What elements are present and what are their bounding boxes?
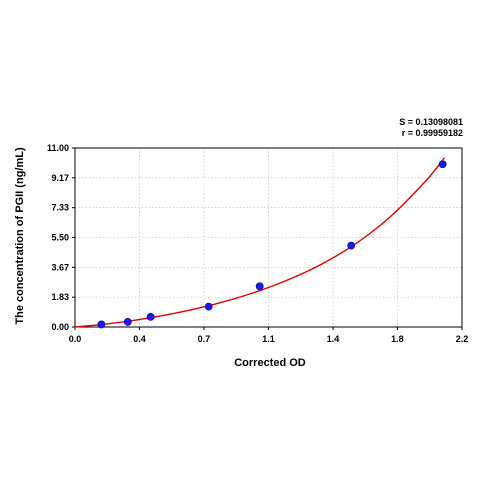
y-axis-title: The concentration of PGII (ng/mL) [14, 147, 26, 325]
grid-lines [75, 148, 462, 327]
x-tick-label: 2.2 [456, 334, 469, 344]
y-tick-label: 3.67 [51, 262, 69, 272]
y-tick-label: 9.17 [51, 173, 69, 183]
data-point [146, 312, 155, 321]
x-tick-label: 1.8 [391, 334, 404, 344]
data-points [97, 160, 447, 329]
y-tick-label: 0.00 [51, 322, 69, 332]
y-tick-label: 11.00 [47, 143, 69, 153]
y-tick-label: 7.33 [51, 203, 69, 213]
data-point [255, 282, 264, 291]
fit-curve [74, 157, 445, 328]
data-point [347, 241, 356, 250]
x-tick-label: 1.1 [262, 334, 275, 344]
fit-s-statistic: S = 0.13098081 [399, 117, 463, 127]
x-axis-ticks: 0.0 0.4 0.7 1.1 1.4 1.8 2.2 [69, 327, 469, 344]
x-tick-label: 0.0 [69, 334, 82, 344]
y-tick-label: 1.83 [51, 292, 69, 302]
data-point [97, 320, 106, 329]
x-tick-label: 0.7 [198, 334, 211, 344]
y-tick-label: 5.50 [51, 233, 69, 243]
data-point [204, 302, 213, 311]
data-point [438, 160, 447, 169]
fit-r-statistic: r = 0.99959182 [402, 128, 463, 138]
x-axis-title: Corrected OD [234, 357, 306, 369]
y-axis-ticks: 0.00 1.83 3.67 5.50 7.33 9.17 11.00 [47, 143, 75, 332]
data-point [123, 318, 132, 326]
x-tick-label: 0.4 [133, 334, 146, 344]
x-tick-label: 1.4 [327, 334, 340, 344]
